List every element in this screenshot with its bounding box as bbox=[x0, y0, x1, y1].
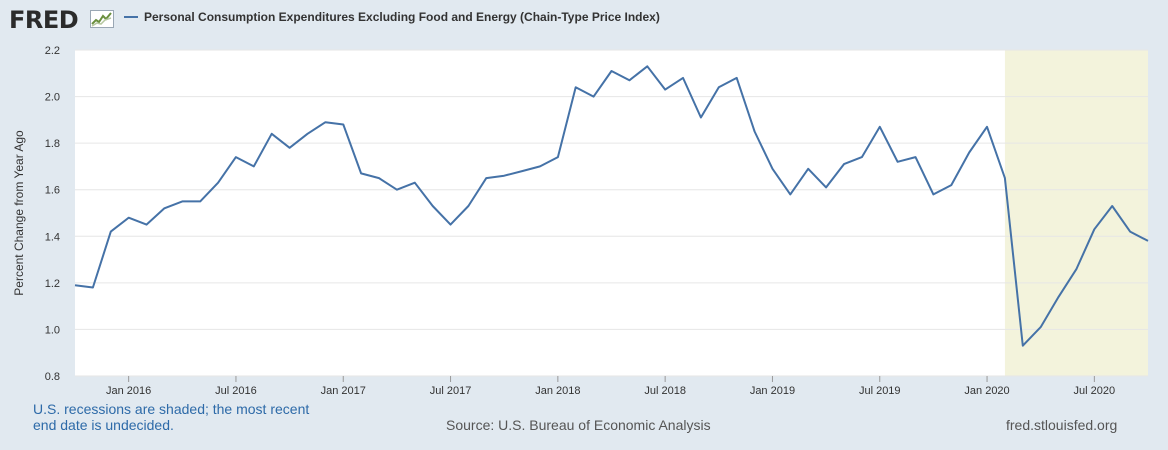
fred-logo[interactable]: FRED bbox=[9, 6, 79, 34]
y-tick-label: 1.0 bbox=[45, 324, 60, 336]
data-point bbox=[289, 147, 291, 149]
data-point bbox=[432, 205, 434, 207]
data-point bbox=[718, 86, 720, 88]
site-link[interactable]: fred.stlouisfed.org bbox=[1006, 417, 1118, 433]
data-point bbox=[682, 77, 684, 79]
data-point bbox=[396, 189, 398, 191]
data-point bbox=[217, 182, 219, 184]
data-point bbox=[414, 182, 416, 184]
x-tick-label: Jan 2017 bbox=[321, 385, 366, 397]
plot-area bbox=[75, 50, 1148, 376]
x-tick-label: Jul 2018 bbox=[644, 385, 686, 397]
data-point bbox=[378, 177, 380, 179]
legend-line-swatch bbox=[124, 16, 138, 18]
data-point bbox=[503, 175, 505, 177]
data-point bbox=[181, 200, 183, 202]
y-tick-label: 2.2 bbox=[45, 45, 60, 57]
data-point bbox=[271, 133, 273, 135]
x-tick-label: Jan 2020 bbox=[964, 385, 1009, 397]
data-point bbox=[74, 284, 76, 286]
data-point bbox=[700, 117, 702, 119]
x-tick-label: Jan 2019 bbox=[750, 385, 795, 397]
data-point bbox=[557, 156, 559, 158]
source-note: Source: U.S. Bureau of Economic Analysis bbox=[446, 417, 711, 433]
x-tick-label: Jul 2019 bbox=[859, 385, 901, 397]
line-chart[interactable]: 0.8 1.0 1.2 1.4 1.6 1.8 2.0 2.2 Jan 2016 Jul 2016… bbox=[0, 0, 1168, 400]
data-point bbox=[789, 193, 791, 195]
data-point bbox=[932, 193, 934, 195]
data-point bbox=[593, 96, 595, 98]
data-point bbox=[771, 168, 773, 170]
data-point bbox=[163, 207, 165, 209]
recession-shading bbox=[1004, 50, 1148, 376]
data-point bbox=[664, 89, 666, 91]
data-point bbox=[235, 156, 237, 158]
x-tick-label: Jul 2017 bbox=[430, 385, 472, 397]
data-point bbox=[128, 217, 130, 219]
data-point bbox=[110, 231, 112, 233]
data-point bbox=[968, 151, 970, 153]
data-point bbox=[825, 186, 827, 188]
data-point bbox=[915, 156, 917, 158]
data-point bbox=[450, 224, 452, 226]
data-point bbox=[1058, 296, 1060, 298]
data-point bbox=[92, 287, 94, 289]
data-point bbox=[575, 86, 577, 88]
data-point bbox=[1004, 177, 1006, 179]
data-point bbox=[467, 205, 469, 207]
data-point bbox=[843, 163, 845, 165]
legend-series-label: Personal Consumption Expenditures Exclud… bbox=[144, 10, 660, 24]
data-point bbox=[986, 126, 988, 128]
y-tick-label: 2.0 bbox=[45, 92, 60, 104]
data-point bbox=[324, 121, 326, 123]
data-point bbox=[360, 172, 362, 174]
data-point bbox=[628, 79, 630, 81]
data-point bbox=[1093, 228, 1095, 230]
data-point bbox=[1129, 231, 1131, 233]
data-point bbox=[199, 200, 201, 202]
data-point bbox=[754, 131, 756, 133]
data-point bbox=[146, 224, 148, 226]
series-line bbox=[74, 65, 1149, 347]
data-point bbox=[1022, 345, 1024, 347]
x-tick-label: Jan 2016 bbox=[106, 385, 151, 397]
data-point bbox=[861, 156, 863, 158]
data-point bbox=[1040, 326, 1042, 328]
x-tick-label: Jul 2020 bbox=[1074, 385, 1116, 397]
data-point bbox=[646, 65, 648, 67]
data-point bbox=[306, 133, 308, 135]
data-point bbox=[1075, 268, 1077, 270]
data-point bbox=[611, 70, 613, 72]
y-tick-label: 1.8 bbox=[45, 138, 60, 150]
data-point bbox=[736, 77, 738, 79]
data-point bbox=[539, 165, 541, 167]
data-point bbox=[521, 170, 523, 172]
data-point bbox=[879, 126, 881, 128]
y-tick-label: 0.8 bbox=[45, 371, 60, 383]
x-tick-label: Jul 2016 bbox=[215, 385, 257, 397]
chart-header: FRED Personal Consumption Expenditures E… bbox=[0, 0, 1168, 40]
data-point bbox=[253, 165, 255, 167]
fred-logo-chart-icon bbox=[90, 10, 114, 28]
y-tick-label: 1.6 bbox=[45, 185, 60, 197]
chart-legend[interactable]: Personal Consumption Expenditures Exclud… bbox=[124, 10, 660, 24]
data-point bbox=[1147, 240, 1149, 242]
y-tick-label: 1.4 bbox=[45, 231, 60, 243]
data-point bbox=[897, 161, 899, 163]
y-axis-label: Percent Change from Year Ago bbox=[12, 130, 26, 296]
data-point bbox=[342, 124, 344, 126]
data-point bbox=[1111, 205, 1113, 207]
y-tick-label: 1.2 bbox=[45, 278, 60, 290]
data-point bbox=[485, 177, 487, 179]
recession-note: U.S. recessions are shaded; the most rec… bbox=[33, 401, 310, 433]
data-point bbox=[950, 184, 952, 186]
x-tick-label: Jan 2018 bbox=[535, 385, 580, 397]
data-point bbox=[807, 168, 809, 170]
